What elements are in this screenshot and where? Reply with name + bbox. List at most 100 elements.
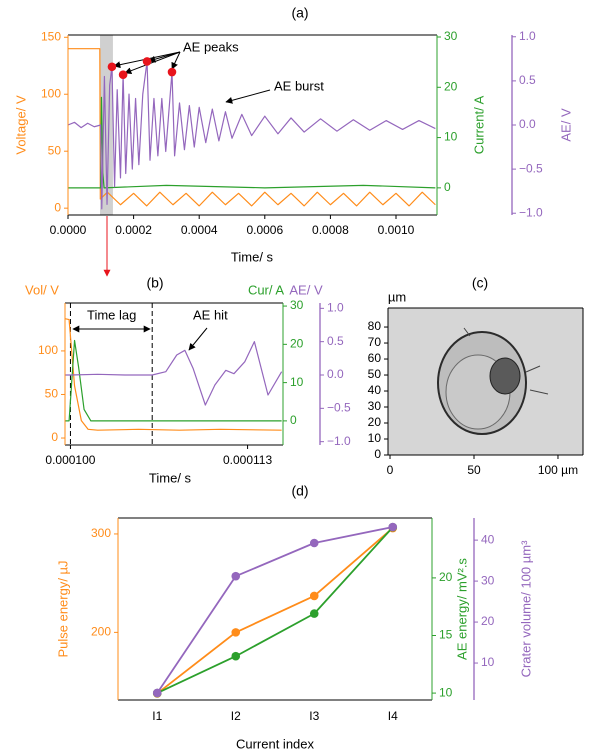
y-tick-label: 100 (38, 343, 58, 357)
x-tick-label: 0.0004 (181, 223, 218, 237)
x-tick-label: 0.0000 (50, 223, 87, 237)
y-tick-label: 0 (444, 180, 451, 194)
y-tick-label: 0 (374, 447, 381, 461)
marker (153, 689, 162, 698)
annotation: AE burst (274, 78, 324, 93)
y-tick-label: 40 (481, 532, 495, 546)
x-tick-label: 0 (387, 463, 394, 477)
marker (108, 62, 117, 71)
axis-label: Current index (236, 736, 315, 751)
x-tick-label: I2 (231, 709, 241, 723)
page: (a)050100150Voltage/ V0102030Current/ A−… (0, 0, 589, 756)
x-tick-label: 0.0002 (115, 223, 152, 237)
axis-label: Current/ A (471, 95, 486, 154)
series-line (65, 342, 282, 405)
marker (388, 523, 397, 532)
x-tick-label: 50 (467, 463, 481, 477)
x-tick-label: 0.000100 (45, 453, 95, 467)
y-tick-label: 10 (368, 431, 382, 445)
y-tick-label: 100 (41, 86, 61, 100)
y-tick-label: −0.5 (519, 161, 543, 175)
y-tick-label: 0 (290, 413, 297, 427)
marker (310, 592, 319, 601)
annotation: AE hit (193, 307, 228, 322)
y-tick-label: 50 (368, 367, 382, 381)
figure: (a)050100150Voltage/ V0102030Current/ A−… (0, 0, 589, 756)
y-tick-label: 40 (368, 383, 382, 397)
y-tick-label: 1.0 (327, 301, 344, 315)
y-tick-label: 70 (368, 335, 382, 349)
annotation: AE peaks (183, 39, 239, 54)
y-tick-label: 1.0 (519, 29, 536, 43)
y-tick-label: 15 (439, 628, 453, 642)
axis-label: Cur/ A (248, 282, 284, 297)
arrow (189, 328, 207, 350)
panel-label: (d) (291, 483, 308, 499)
y-tick-label: 20 (368, 415, 382, 429)
series-line (157, 528, 393, 693)
y-tick-label: 0 (54, 200, 61, 214)
arrow (149, 52, 180, 61)
y-tick-label: 0.5 (519, 73, 536, 87)
y-tick-label: 50 (45, 387, 59, 401)
y-tick-label: 10 (290, 375, 304, 389)
marker (168, 68, 177, 77)
y-tick-label: 150 (41, 29, 61, 43)
y-tick-label: 30 (481, 573, 495, 587)
y-tick-label: 20 (481, 614, 495, 628)
axis-label: AE/ V (558, 108, 573, 142)
y-tick-label: 0.0 (327, 367, 344, 381)
y-tick-label: 10 (481, 655, 495, 669)
axis-label: Time/ s (149, 470, 192, 485)
y-tick-label: 20 (439, 570, 453, 584)
axis-label: Time/ s (231, 249, 274, 264)
y-tick-label: 30 (368, 399, 382, 413)
arrow (226, 90, 270, 102)
x-tick-label: 100 µm (538, 463, 578, 477)
axis-label: µm (388, 289, 406, 304)
y-tick-label: 0 (51, 430, 58, 444)
x-tick-label: I4 (388, 709, 398, 723)
axis-label: AE energy/ mV².s (454, 558, 469, 660)
axis-label: Vol/ V (25, 282, 59, 297)
annotation: Time lag (87, 307, 136, 322)
series-line (68, 97, 435, 188)
series-line (157, 527, 393, 693)
micrograph (388, 308, 583, 455)
x-tick-label: 0.0010 (378, 223, 415, 237)
y-tick-label: 10 (439, 685, 453, 699)
axis-label: Pulse energy/ µJ (55, 560, 70, 657)
crater-debris (490, 358, 520, 394)
y-tick-label: −1.0 (519, 205, 543, 219)
y-tick-label: 50 (48, 143, 62, 157)
y-tick-label: 0.0 (519, 117, 536, 131)
marker (143, 57, 152, 66)
marker (119, 70, 128, 79)
marker (231, 628, 240, 637)
y-tick-label: 30 (444, 29, 458, 43)
marker (310, 609, 319, 618)
axis-label: AE/ V (289, 282, 323, 297)
y-tick-label: 0.5 (327, 334, 344, 348)
panel-label: (c) (472, 275, 488, 291)
x-tick-label: 0.0006 (246, 223, 283, 237)
axis-label: Voltage/ V (13, 95, 28, 155)
x-tick-label: 0.000113 (223, 453, 272, 467)
y-tick-label: 200 (91, 625, 111, 639)
y-tick-label: 300 (91, 526, 111, 540)
y-tick-label: 60 (368, 351, 382, 365)
x-tick-label: I1 (152, 709, 162, 723)
panel-label: (a) (291, 5, 308, 21)
y-tick-label: 30 (290, 298, 304, 312)
x-tick-label: I3 (309, 709, 319, 723)
marker (231, 572, 240, 581)
series-line (157, 527, 393, 693)
y-tick-label: 80 (368, 319, 382, 333)
y-tick-label: 20 (444, 79, 458, 93)
marker (310, 539, 319, 548)
panel-label: (b) (146, 275, 163, 291)
x-tick-label: 0.0008 (312, 223, 349, 237)
y-tick-label: −0.5 (327, 401, 351, 415)
axis-label: Crater volume/ 100 µm³ (518, 540, 533, 677)
y-tick-label: 10 (444, 130, 458, 144)
